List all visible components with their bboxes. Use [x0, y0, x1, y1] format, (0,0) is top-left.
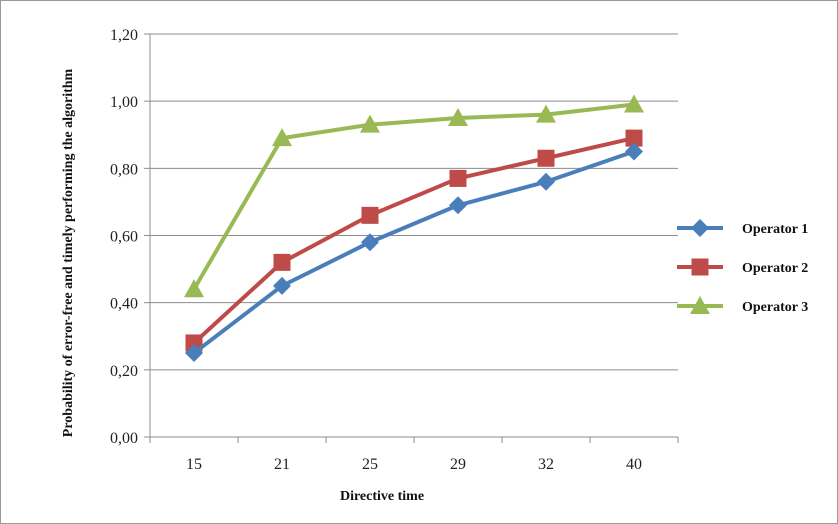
data-point: [449, 196, 467, 215]
legend: Operator 1 Operator 2 Operator 3: [677, 219, 808, 315]
data-point: [449, 169, 467, 187]
x-tick-label: 32: [538, 456, 554, 473]
y-axis-title: Probability of error-free and timely per…: [61, 68, 76, 437]
series-line: [192, 136, 635, 345]
data-point: [273, 253, 291, 271]
series-line: [192, 102, 635, 291]
y-tick-label: 1,20: [110, 27, 138, 44]
legend-label: Operator 2: [742, 261, 808, 276]
data-point: [625, 142, 643, 161]
legend-swatch-marker: [691, 219, 709, 237]
y-tick-label: 1,00: [110, 94, 138, 111]
x-tick-label: 15: [186, 456, 202, 473]
data-point: [360, 114, 380, 133]
data-point: [185, 344, 203, 363]
x-tick-label: 40: [626, 456, 642, 473]
data-point: [448, 107, 468, 126]
legend-label: Operator 1: [742, 222, 808, 237]
data-point: [361, 233, 379, 252]
data-point: [185, 334, 203, 352]
data-point: [625, 129, 643, 147]
data-point: [273, 276, 291, 295]
x-tick-label: 21: [274, 456, 290, 473]
series-1: [185, 142, 643, 363]
data-point: [272, 128, 292, 147]
x-tick-label: 25: [362, 456, 378, 473]
legend-swatch-marker: [691, 258, 709, 276]
data-point: [537, 149, 555, 167]
legend-item: Operator 3: [677, 296, 808, 315]
series-layer: [184, 94, 644, 363]
legend-item: Operator 1: [677, 219, 808, 237]
legend-swatch-marker: [690, 296, 710, 314]
y-axis: 0,00 0,20 0,40 0,60 0,80 1,00 1,20: [110, 27, 151, 447]
y-tick-label: 0,60: [110, 229, 138, 246]
y-tick-label: 0,40: [110, 296, 138, 313]
x-axis: 15 21 25 29 32 40: [149, 436, 679, 473]
series-2: [185, 129, 643, 352]
gridlines: [150, 33, 678, 438]
y-tick-label: 0,00: [110, 430, 138, 447]
series-line: [192, 149, 635, 355]
y-tick-label: 0,80: [110, 161, 138, 178]
data-point: [537, 172, 555, 191]
data-point: [361, 206, 379, 224]
legend-label: Operator 3: [742, 300, 808, 315]
y-tick-label: 0,20: [110, 363, 138, 380]
data-point: [536, 104, 556, 123]
data-point: [624, 94, 644, 113]
x-axis-title: Directive time: [340, 489, 424, 504]
legend-item: Operator 2: [677, 258, 808, 276]
series-3: [184, 94, 644, 298]
x-tick-label: 29: [450, 456, 466, 473]
data-point: [184, 279, 204, 298]
